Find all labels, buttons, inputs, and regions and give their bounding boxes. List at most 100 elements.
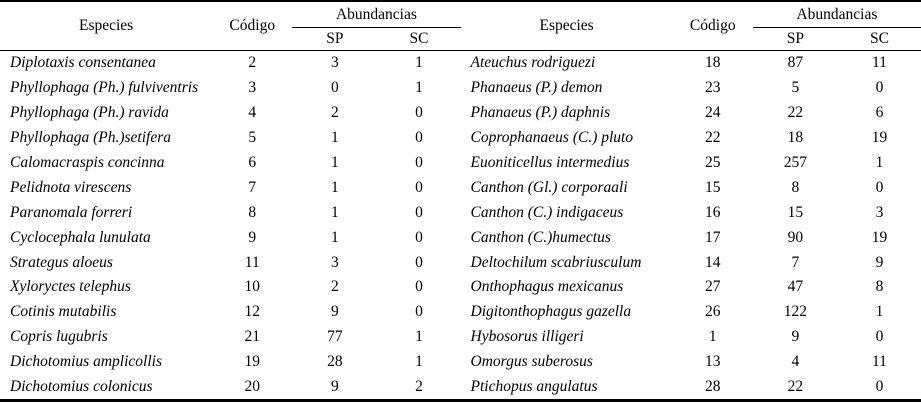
species-name-cell: Pelidnota virescens <box>10 178 132 196</box>
species-name-cell: Copris lugubris <box>10 328 108 346</box>
codigo-cell: 27 <box>705 278 721 296</box>
table-row: Pelidnota virescens 7 1 0 <box>0 175 461 200</box>
sp-abundance-cell: 0 <box>330 79 339 97</box>
codigo-cell: 22 <box>705 129 721 147</box>
sc-abundance-cell: 0 <box>415 154 423 171</box>
species-name-cell: Phanaeus (P.) daphnis <box>470 104 611 122</box>
species-name-cell: Phyllophaga (Ph.) ravida <box>10 104 169 122</box>
sc-abundance-cell: 0 <box>415 203 423 221</box>
species-name-cell: Ateuchus rodriguezi <box>470 54 596 72</box>
codigo-cell: 28 <box>705 378 721 396</box>
sp-abundance-cell: 8 <box>791 178 800 196</box>
header-row: Especies Código Abundancias <box>460 2 921 51</box>
species-name-cell: Cyclocephala lunulata <box>10 228 151 246</box>
sp-abundance-cell: 9 <box>791 328 800 346</box>
sc-abundance-cell: 0 <box>875 79 884 97</box>
codigo-cell: 12 <box>244 303 261 321</box>
sp-abundance-cell: 5 <box>791 79 800 97</box>
codigo-cell: 24 <box>705 104 721 122</box>
table-row: Copris lugubris 21 77 1 <box>0 325 461 350</box>
sc-header: SC <box>377 27 461 51</box>
table-row: Phanaeus (P.) daphnis 24 22 6 <box>461 101 921 126</box>
species-name-cell: Canthon (C.) indigaceus <box>470 203 624 221</box>
sp-abundance-cell: 1 <box>330 228 339 246</box>
sc-abundance-cell: 0 <box>415 303 423 321</box>
codigo-cell: 20 <box>244 378 261 396</box>
codigo-cell: 13 <box>705 353 721 371</box>
sp-abundance-cell: 15 <box>787 203 804 221</box>
sc-abundance-cell: 6 <box>875 104 884 122</box>
table-row: Phanaeus (P.) demon 23 5 0 <box>461 76 921 101</box>
species-name-cell: Ptichopus angulatus <box>470 378 598 396</box>
species-name-cell: Euoniticellus intermedius <box>470 154 630 171</box>
sp-abundance-cell: 4 <box>791 353 800 371</box>
species-name-cell: Dichotomius colonicus <box>10 378 153 396</box>
table-row: Omorgus suberosus 13 4 11 <box>461 350 921 375</box>
table-row: Xyloryctes telephus 10 2 0 <box>0 275 461 300</box>
right-table-header: Especies Código Abundancias SP SC <box>460 2 921 51</box>
sp-abundance-cell: 87 <box>787 54 804 72</box>
sc-abundance-cell: 0 <box>415 104 423 122</box>
table-row: Dichotomius amplicollis 19 28 1 <box>0 350 461 375</box>
sc-abundance-cell: 1 <box>875 154 884 171</box>
sc-abundance-cell: 1 <box>415 328 423 346</box>
sp-abundance-cell: 1 <box>330 129 339 147</box>
species-name-cell: Paranomala forreri <box>10 203 133 221</box>
left-table: Especies Código Abundancias SP SC Diplot… <box>0 2 461 399</box>
sc-abundance-cell: 0 <box>875 378 884 396</box>
codigo-cell: 2 <box>248 54 257 72</box>
species-name-cell: Canthon (Gl.) corporaali <box>470 178 628 196</box>
table-row: Dichotomius colonicus 20 9 2 <box>0 375 461 400</box>
species-name-cell: Digitonthophagus gazella <box>470 303 632 321</box>
left-table-body: Diplotaxis consentanea 2 3 1 Phyllophaga (Ph… <box>0 51 461 400</box>
sc-abundance-cell: 2 <box>415 378 423 396</box>
sp-abundance-cell: 9 <box>330 303 339 321</box>
codigo-cell: 3 <box>248 79 257 97</box>
codigo-cell: 26 <box>705 303 721 321</box>
table-row: Diplotaxis consentanea 2 3 1 <box>0 51 461 76</box>
codigo-cell: 1 <box>708 328 717 346</box>
sc-abundance-cell: 0 <box>415 129 423 147</box>
codigo-cell: 17 <box>705 228 721 246</box>
table-row: Coprophanaeus (C.) pluto 22 18 19 <box>461 126 921 151</box>
abundancias-header: Abundancias <box>292 2 461 28</box>
sc-abundance-cell: 11 <box>871 54 887 72</box>
table-row: Strategus aloeus 11 3 0 <box>0 250 461 275</box>
sc-abundance-cell: 0 <box>415 253 423 271</box>
table-row: Phyllophaga (Ph.)setifera 5 1 0 <box>0 126 461 151</box>
species-name-cell: Phanaeus (P.) demon <box>470 79 603 97</box>
table-row: Canthon (C.) indigaceus 16 15 3 <box>461 200 921 225</box>
right-table: Especies Código Abundancias SP SC Ateuch… <box>460 2 921 399</box>
sp-abundance-cell: 47 <box>787 278 804 296</box>
especies-header: Especies <box>0 2 213 51</box>
sc-abundance-cell: 3 <box>875 203 884 221</box>
table-row: Euoniticellus intermedius 25 257 1 <box>461 151 921 176</box>
table-row: Ateuchus rodriguezi 18 87 11 <box>461 51 921 76</box>
species-name-cell: Strategus aloeus <box>10 253 113 271</box>
table-row: Digitonthophagus gazella 26 122 1 <box>461 300 921 325</box>
sc-abundance-cell: 8 <box>875 278 884 296</box>
sc-abundance-cell: 19 <box>871 228 888 246</box>
codigo-cell: 23 <box>705 79 721 97</box>
codigo-cell: 19 <box>244 353 261 371</box>
codigo-cell: 7 <box>248 178 257 196</box>
species-name-cell: Onthophagus mexicanus <box>470 278 624 296</box>
subheader-row: SP SC <box>461 27 921 51</box>
table-row: Onthophagus mexicanus 27 47 8 <box>461 275 921 300</box>
sp-abundance-cell: 1 <box>330 154 339 171</box>
sp-abundance-cell: 90 <box>787 228 804 246</box>
sp-abundance-cell: 22 <box>787 378 804 396</box>
sc-abundance-cell: 0 <box>415 228 423 246</box>
left-table-header: Especies Código Abundancias SP SC <box>0 2 461 51</box>
species-name-cell: Calomacraspis concinna <box>10 154 165 171</box>
codigo-cell: 9 <box>248 228 257 246</box>
table-row: Cotinis mutabilis 12 9 0 <box>0 300 461 325</box>
species-name-cell: Canthon (C.)humectus <box>470 228 611 246</box>
species-name-cell: Deltochilum scabriusculum <box>470 253 642 271</box>
table-row: Phyllophaga (Ph.) ravida 4 2 0 <box>0 101 461 126</box>
species-name-cell: Dichotomius amplicollis <box>10 353 162 371</box>
table-row: Hybosorus illigeri 1 9 0 <box>461 325 921 350</box>
sc-abundance-cell: 11 <box>871 353 887 371</box>
sp-abundance-cell: 22 <box>787 104 804 122</box>
